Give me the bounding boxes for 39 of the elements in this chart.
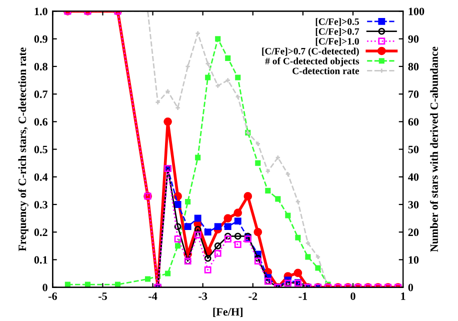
legend-label: [C/Fe]>0.5 [316, 18, 359, 26]
y2-tick-label: 40 [408, 173, 419, 181]
y2-tick-label: 70 [408, 90, 419, 98]
x-tick-label: -1 [298, 292, 307, 300]
y-tick-label: 0.1 [34, 256, 48, 264]
x-tick-label: 1 [401, 292, 406, 300]
y-tick-label: 0.6 [34, 118, 48, 126]
y2-tick-label: 0 [408, 284, 414, 292]
y2-tick-label: 20 [408, 228, 419, 236]
x-tick-label: -2 [248, 292, 258, 300]
y2-tick-label: 60 [408, 118, 419, 126]
legend-label: [C/Fe]>1.0 [316, 38, 359, 46]
x-tick-label: -4 [148, 292, 158, 300]
y-tick-label: 1.0 [34, 8, 48, 16]
y2-tick-label: 30 [408, 200, 419, 208]
y2-tick-label: 80 [408, 62, 419, 70]
x-axis-title: [Fe/H] [213, 308, 242, 317]
y-axis-title: Frequency of C-rich stars, C-detection rate [18, 48, 28, 252]
y2-tick-label: 100 [408, 8, 424, 16]
y2-tick-label: 10 [408, 256, 419, 264]
y-tick-label: 0.7 [34, 90, 48, 98]
y2-tick-label: 90 [408, 35, 419, 43]
legend-label: C-detection rate [292, 67, 360, 74]
y-tick-label: 0.9 [34, 35, 48, 43]
x-tick-label: -3 [198, 292, 208, 300]
y-tick-label: 0 [42, 284, 48, 292]
y-tick-label: 0.8 [34, 62, 48, 70]
legend-label: [C/Fe]>0.7 [316, 28, 360, 36]
y-tick-label: 0.2 [34, 228, 48, 236]
y-tick-label: 0.3 [34, 200, 48, 208]
x-tick-label: -5 [98, 292, 107, 300]
y-tick-label: 0.5 [34, 146, 48, 154]
legend-label: [C/Fe]>0.7 (C-detected) [262, 48, 359, 56]
x-tick-label: 0 [350, 292, 356, 300]
y-tick-label: 0.4 [34, 173, 48, 181]
legend-label: # of C-detected objects [265, 57, 360, 66]
x-tick-label: -6 [48, 292, 57, 300]
y2-tick-label: 50 [408, 146, 419, 154]
y2-axis-title: Number of stars with derived C-abundance [430, 46, 438, 252]
